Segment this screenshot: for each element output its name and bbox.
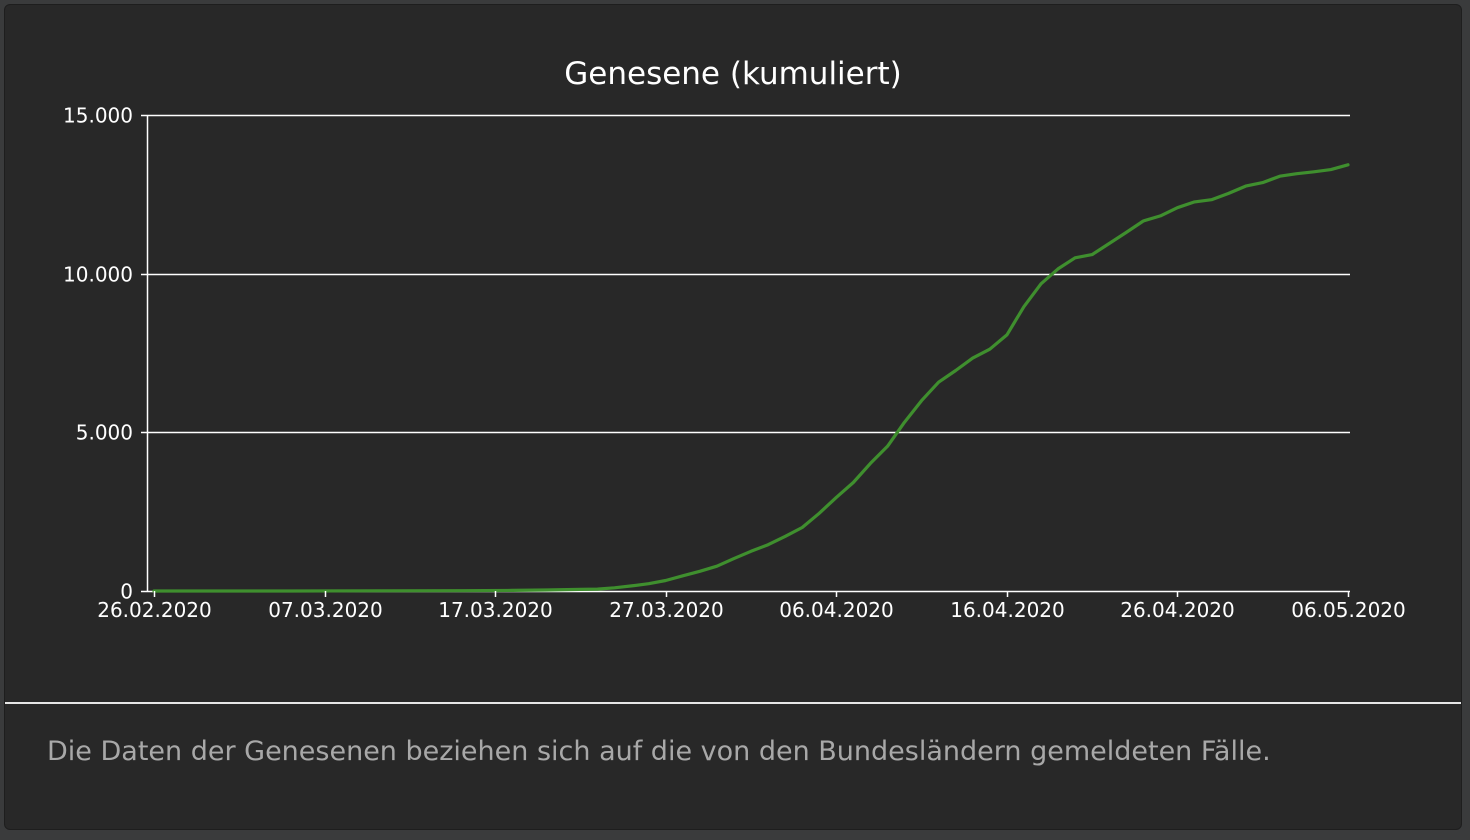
y-tick-label-10000: 10.000: [63, 263, 133, 287]
series-line-0: [152, 163, 1350, 593]
recovered-chart: Genesene (kumuliert) 05.00010.00015.000 …: [63, 56, 1406, 622]
x-tick-label-4: 06.04.2020: [779, 598, 894, 622]
footer-note: Die Daten der Genesenen beziehen sich au…: [47, 736, 1271, 767]
chart-card: Genesene (kumuliert) 0 5.000 10.000 15.000 …: [4, 4, 1462, 830]
x-tick-label-2: 17.03.2020: [438, 598, 553, 622]
x-tick-label-0: 26.02.2020: [97, 598, 212, 622]
x-tick-label-5: 16.04.2020: [950, 598, 1065, 622]
y-axis-ticks: 0 5.000 10.000 15.000: [63, 104, 147, 604]
x-tick-label-3: 27.03.2020: [609, 598, 724, 622]
axes: [146, 115, 1350, 593]
x-axis-ticks: 26.02.2020 07.03.2020 17.03.2020 27.03.2020…: [97, 591, 1406, 622]
y-tick-label-15000: 15.000: [63, 104, 133, 128]
chart-title: Genesene (kumuliert): [564, 56, 902, 92]
x-tick-label-6: 26.04.2020: [1120, 598, 1235, 622]
series-layer: [152, 163, 1350, 593]
x-tick-label-1: 07.03.2020: [268, 598, 383, 622]
footer-divider: [5, 702, 1461, 704]
gridlines: [147, 114, 1350, 434]
x-tick-label-7: 06.05.2020: [1291, 598, 1406, 622]
y-tick-label-0: 0: [120, 580, 133, 604]
y-tick-label-5000: 5.000: [76, 421, 133, 445]
